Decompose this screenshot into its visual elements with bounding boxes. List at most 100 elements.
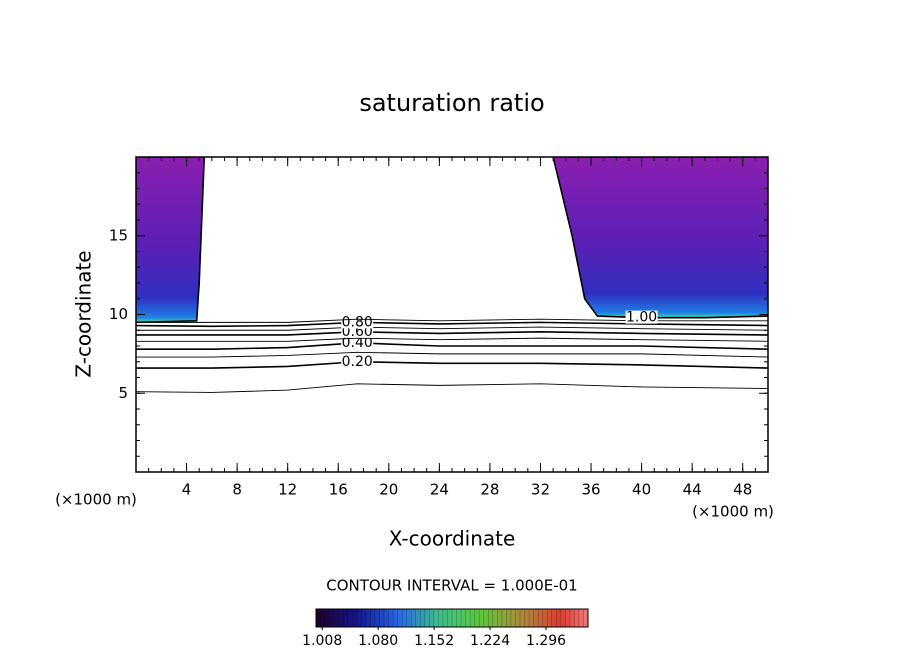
colorbar-cell <box>397 609 403 627</box>
contour-line <box>136 326 769 331</box>
contour-line <box>135 383 769 393</box>
supersaturated-fill <box>136 157 205 323</box>
colorbar-cell <box>565 609 571 627</box>
colorbar-cell <box>388 609 394 627</box>
colorbar-cell <box>429 609 435 627</box>
y-unit: (×1000 m) <box>55 491 137 509</box>
contour-label-bg <box>341 335 374 349</box>
chart-title: saturation ratio <box>359 89 544 117</box>
colorbar-tick-label: 1.152 <box>414 633 454 649</box>
colorbar-cell <box>547 609 553 627</box>
colorbar-cell <box>497 609 503 627</box>
colorbar-tick-label: 1.080 <box>358 633 398 649</box>
colorbar-cell <box>556 609 562 627</box>
x-tick-label: 32 <box>531 481 550 499</box>
contour-label-bg <box>625 310 658 324</box>
contour-label-bg <box>341 354 374 368</box>
colorbar-cell <box>515 609 521 627</box>
contour-line <box>136 337 769 342</box>
contour-line <box>135 156 769 324</box>
contour-label: 0.20 <box>342 354 373 370</box>
colorbar-cell <box>316 609 321 627</box>
colorbar-cell <box>479 609 485 627</box>
colorbar-cell <box>510 609 516 627</box>
contour-interval: CONTOUR INTERVAL = 1.000E-01 <box>326 577 577 595</box>
x-tick-label: 12 <box>278 481 297 499</box>
colorbar-cell <box>420 609 426 627</box>
colorbar-tick-label: 1.224 <box>470 633 510 649</box>
colorbar-cell <box>474 609 480 627</box>
colorbar-cell <box>393 609 398 627</box>
colorbar-cell <box>374 609 380 627</box>
colorbar-cell <box>492 609 498 627</box>
colorbar-cell <box>488 609 494 627</box>
contour-label-bg <box>341 315 374 329</box>
colorbar-cell <box>520 609 525 627</box>
colorbar-cell <box>406 609 412 627</box>
contour-line <box>136 331 769 336</box>
colorbar-cell <box>506 609 512 627</box>
colorbar-cell <box>524 609 530 627</box>
colorbar-cell <box>352 609 358 627</box>
colorbar-cell <box>461 609 466 627</box>
colorbar-cell <box>433 609 439 627</box>
colorbar-cell <box>560 609 566 627</box>
colorbar-cell <box>533 609 539 627</box>
contour-line <box>136 342 769 350</box>
colorbar-cell <box>338 609 344 627</box>
colorbar-cell <box>356 609 362 627</box>
colorbar-cell <box>465 609 471 627</box>
colorbar-cell <box>569 609 575 627</box>
colorbar-cell <box>529 609 534 627</box>
colorbar-cell <box>583 609 589 627</box>
colorbar-cell <box>402 609 407 627</box>
colorbar-cell <box>361 609 367 627</box>
colorbar-cell <box>538 609 543 627</box>
colorbar-cell <box>343 609 349 627</box>
x-tick-label: 48 <box>733 481 752 499</box>
x-unit: (×1000 m) <box>692 503 774 521</box>
x-axis-label: X-coordinate <box>389 527 516 551</box>
colorbar-cell <box>542 609 548 627</box>
colorbar-cell <box>334 609 339 627</box>
x-tick-label: 44 <box>683 481 702 499</box>
colorbar-cell <box>424 609 430 627</box>
colorbar-cell <box>578 609 584 627</box>
x-tick-label: 28 <box>480 481 499 499</box>
colorbar-cell <box>442 609 448 627</box>
contour-label: 1.00 <box>626 310 657 326</box>
contour-line <box>136 318 768 323</box>
colorbar-cell <box>415 609 421 627</box>
x-tick-label: 40 <box>632 481 651 499</box>
colorbar-cell <box>452 609 457 627</box>
y-tick-label: 15 <box>109 226 128 244</box>
colorbar-cell <box>438 609 444 627</box>
contour-label: 0.80 <box>342 314 373 330</box>
colorbar-cell <box>384 609 389 627</box>
colorbar-cell <box>320 609 326 627</box>
colorbar-cell <box>411 609 417 627</box>
colorbar-cell <box>551 609 557 627</box>
colorbar-cell <box>365 609 371 627</box>
y-tick-label: 5 <box>118 384 128 402</box>
y-tick-label: 10 <box>109 305 128 323</box>
x-tick-label: 4 <box>182 481 192 499</box>
colorbar-cell <box>325 609 330 627</box>
x-tick-label: 24 <box>430 481 449 499</box>
x-tick-label: 8 <box>232 481 242 499</box>
x-tick-label: 16 <box>329 481 348 499</box>
colorbar-tick-label: 1.008 <box>302 633 342 649</box>
x-tick-label: 36 <box>581 481 600 499</box>
contour-line <box>135 321 769 328</box>
colorbar-cell <box>370 609 376 627</box>
x-tick-label: 20 <box>379 481 398 499</box>
y-axis-label: Z-coordinate <box>72 250 96 377</box>
contour-line <box>136 351 769 358</box>
colorbar-cell <box>483 609 489 627</box>
supersaturated-fill <box>553 157 768 318</box>
colorbar-cell <box>470 609 475 627</box>
colorbar-cell <box>379 609 385 627</box>
contour-line <box>136 360 769 369</box>
colorbar-cell <box>347 609 353 627</box>
